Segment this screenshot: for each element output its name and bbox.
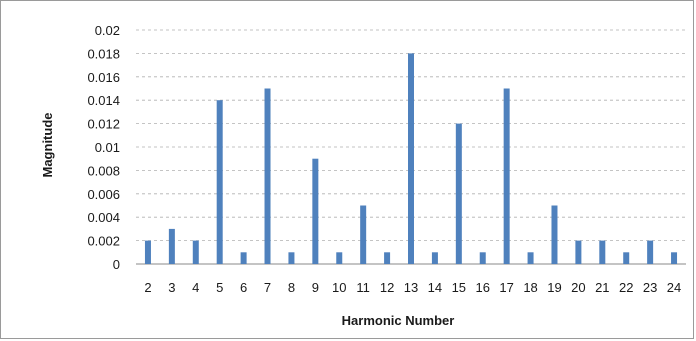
x-tick-label: 11: [356, 280, 370, 295]
y-tick-labels: 0 0.002 0.004 0.006 0.008 0.01 0.012 0.014 0.016…: [87, 23, 120, 272]
gridlines: [136, 29, 686, 265]
bar-harmonic-5: [216, 100, 223, 264]
x-tick-label: 18: [523, 280, 537, 295]
x-axis-title: Harmonic Number: [342, 313, 455, 328]
bar-harmonic-23: [647, 240, 654, 264]
bar-harmonic-10: [336, 252, 343, 264]
x-tick-label: 24: [667, 280, 681, 295]
y-axis-title: Magnitude: [40, 113, 55, 178]
y-tick-label: 0.018: [87, 46, 120, 61]
bar-harmonic-12: [384, 252, 391, 264]
bar-harmonic-8: [288, 252, 295, 264]
bar-harmonic-19: [551, 205, 558, 264]
bar-harmonic-24: [671, 252, 678, 264]
bar-harmonic-17: [503, 88, 510, 264]
bars: [144, 53, 678, 265]
bar-harmonic-16: [479, 252, 486, 264]
x-tick-label: 16: [476, 280, 490, 295]
x-tick-label: 9: [312, 280, 319, 295]
x-tick-label: 7: [264, 280, 271, 295]
x-tick-label: 21: [595, 280, 609, 295]
y-tick-label: 0.01: [95, 140, 120, 155]
bar-harmonic-11: [360, 205, 367, 264]
bar-harmonic-13: [408, 53, 414, 265]
bar-harmonic-22: [623, 252, 630, 264]
x-tick-label: 8: [288, 280, 295, 295]
bar-harmonic-7: [264, 88, 271, 264]
bar-harmonic-20: [575, 240, 582, 264]
bar-harmonic-6: [240, 252, 247, 264]
x-tick-label: 4: [192, 280, 199, 295]
x-tick-label: 5: [216, 280, 223, 295]
x-tick-label: 12: [380, 280, 394, 295]
bar-harmonic-14: [431, 252, 438, 264]
x-tick-label: 22: [619, 280, 633, 295]
y-tick-label: 0.006: [87, 187, 120, 202]
x-tick-label: 6: [240, 280, 247, 295]
bar-harmonic-2: [144, 240, 151, 264]
x-tick-label: 3: [168, 280, 175, 295]
x-tick-label: 13: [404, 280, 418, 295]
x-tick-label: 2: [144, 280, 151, 295]
y-tick-label: 0.002: [87, 234, 120, 249]
y-tick-label: 0.016: [87, 70, 120, 85]
x-tick-labels: 2 3 4 5 6 7 8 9 10 11 12 13 14 15 16 17 18 19 20 21 22 23 24: [144, 280, 681, 295]
y-tick-label: 0: [113, 257, 120, 272]
x-tick-label: 20: [571, 280, 585, 295]
y-tick-label: 0.012: [87, 117, 120, 132]
y-tick-label: 0.008: [87, 163, 120, 178]
bar-harmonic-18: [527, 252, 534, 264]
x-tick-label: 10: [332, 280, 346, 295]
bar-harmonic-3: [168, 228, 175, 264]
x-tick-label: 19: [547, 280, 561, 295]
x-tick-label: 14: [428, 280, 442, 295]
y-tick-label: 0.014: [87, 93, 120, 108]
x-tick-label: 15: [452, 280, 466, 295]
bar-harmonic-21: [599, 240, 606, 264]
bar-harmonic-15: [455, 123, 462, 264]
bar-harmonic-4: [192, 240, 199, 264]
y-tick-label: 0.004: [87, 210, 120, 225]
x-tick-label: 17: [499, 280, 513, 295]
y-tick-label: 0.02: [95, 23, 120, 38]
bar-harmonic-9: [312, 158, 319, 264]
x-tick-label: 23: [643, 280, 657, 295]
